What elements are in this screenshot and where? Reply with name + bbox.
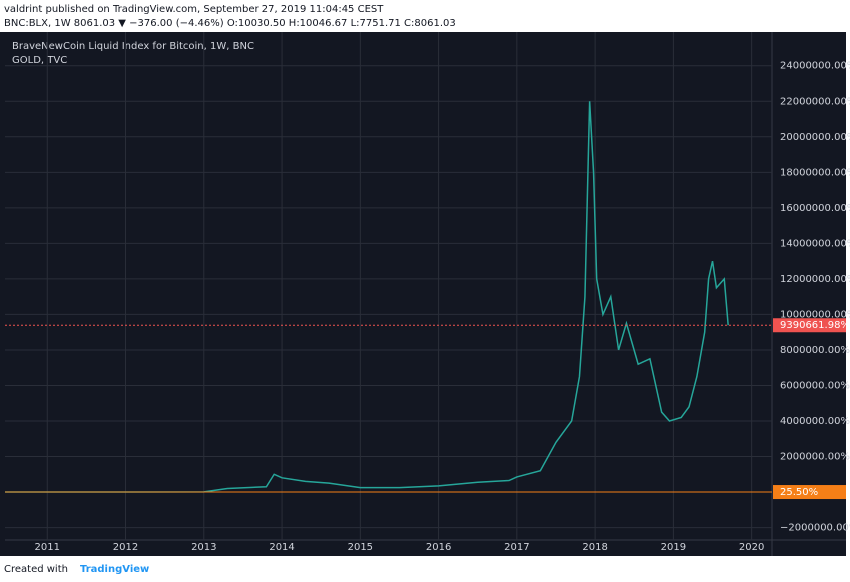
- y-tick-label: 10000000.00%: [780, 309, 850, 320]
- x-tick-label: 2019: [661, 542, 686, 553]
- x-tick-label: 2011: [35, 542, 60, 553]
- y-tick-label: 12000000.00%: [780, 274, 850, 285]
- x-tick-label: 2020: [739, 542, 764, 553]
- x-tick-label: 2015: [348, 542, 373, 553]
- footer-brand[interactable]: TradingView: [80, 564, 149, 575]
- price-label: 9390661.98%: [780, 320, 850, 331]
- header-line: valdrint published on TradingView.com, S…: [4, 4, 384, 15]
- y-tick-label: 4000000.00%: [780, 416, 850, 427]
- x-tick-label: 2013: [191, 542, 216, 553]
- y-tick-label: 20000000.00%: [780, 132, 850, 143]
- chart-title: BraveNewCoin Liquid Index for Bitcoin, 1…: [12, 41, 254, 52]
- x-tick-label: 2016: [426, 542, 451, 553]
- price-badge: [773, 485, 846, 500]
- x-tick-label: 2012: [113, 542, 138, 553]
- chart-background: [0, 32, 846, 556]
- x-tick-label: 2018: [582, 542, 607, 553]
- y-tick-label: 22000000.00%: [780, 96, 850, 107]
- y-tick-label: 24000000.00%: [780, 61, 850, 72]
- price-badge: [773, 318, 846, 333]
- footer-text: Created with: [4, 564, 68, 575]
- y-tick-label: 16000000.00%: [780, 203, 850, 214]
- x-tick-label: 2017: [504, 542, 529, 553]
- y-tick-label: 18000000.00%: [780, 167, 850, 178]
- x-tick-label: 2014: [269, 542, 294, 553]
- y-tick-label: 8000000.00%: [780, 345, 850, 356]
- price-line: [5, 101, 729, 493]
- y-tick-label: 14000000.00%: [780, 238, 850, 249]
- y-tick-label: 6000000.00%: [780, 380, 850, 391]
- chart-subtitle: GOLD, TVC: [12, 55, 67, 66]
- header-line: BNC:BLX, 1W 8061.03 ▼ −376.00 (−4.46%) O…: [4, 18, 456, 29]
- y-tick-label: −2000000.00%: [780, 523, 850, 534]
- y-tick-label: 2000000.00%: [780, 452, 850, 463]
- price-label: 25.50%: [780, 487, 818, 498]
